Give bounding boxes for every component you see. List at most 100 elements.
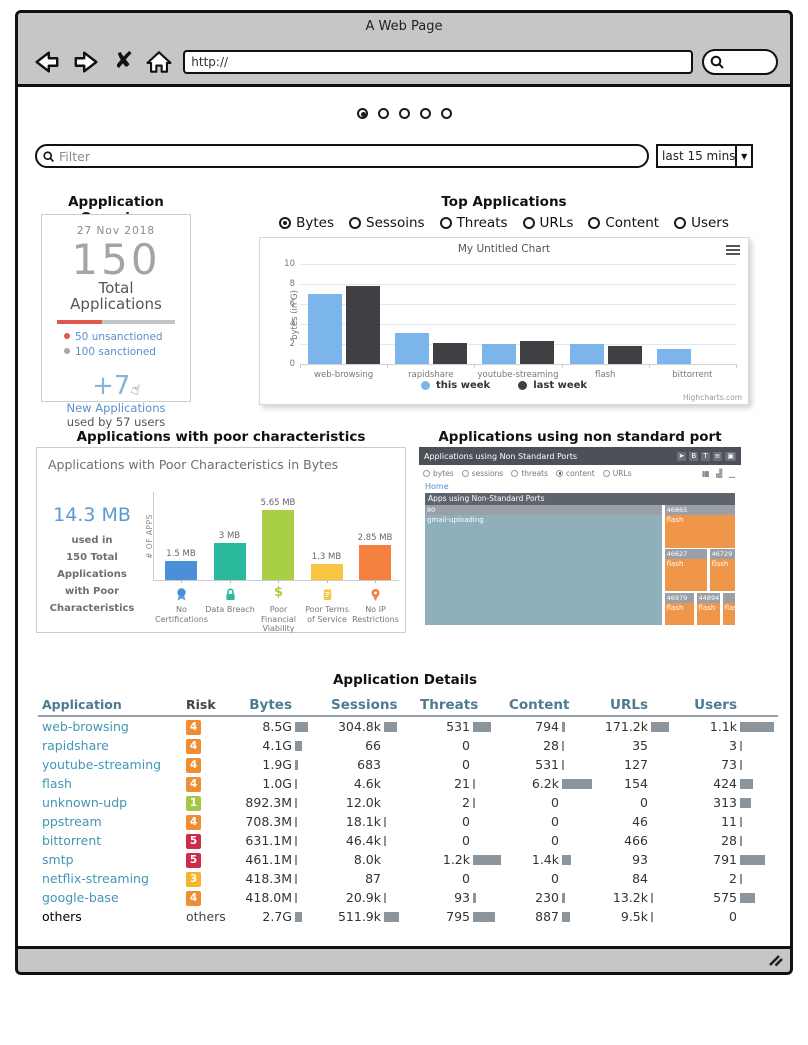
top-metric-option-urls[interactable]: URLs <box>522 215 573 231</box>
stop-button[interactable]: ✘ <box>114 48 134 74</box>
application-link[interactable]: youtube-streaming <box>42 757 162 772</box>
home-button[interactable] <box>144 48 174 76</box>
forward-button[interactable] <box>71 48 103 76</box>
application-link[interactable]: rapidshare <box>42 738 109 753</box>
poor-bar-no-ip-restrictions[interactable] <box>359 544 391 580</box>
column-header-risk: Risk <box>186 697 216 712</box>
tree-metric-option-bytes[interactable]: bytes <box>423 469 454 478</box>
poor-bar-no-certifications[interactable] <box>165 561 197 580</box>
application-link[interactable]: google-base <box>42 890 119 905</box>
carousel-dot-5[interactable] <box>440 108 452 119</box>
tree-metric-option-urls[interactable]: URLs <box>602 469 632 478</box>
treemap-cell-gmail-uploading-80[interactable]: 80 gmail-uploading <box>425 505 663 625</box>
poor-bar-poor-terms-of-service[interactable] <box>310 563 343 580</box>
threats-magnitude-bar <box>473 911 495 922</box>
treemap-titlebar: Applications using Non Standard Ports ➤ B… <box>419 447 741 465</box>
treemap-port-label: 46627 <box>664 549 708 560</box>
application-link[interactable]: unknown-udp <box>42 795 128 810</box>
tree-metric-option-content[interactable]: content <box>556 469 595 478</box>
table-row-google-base: google-base 4 418.0M 20.9k 93 230 13.2k 575 <box>38 888 778 907</box>
carousel-dot-4[interactable] <box>419 108 431 119</box>
carousel-dot-2[interactable] <box>377 108 389 119</box>
application-link[interactable]: netflix-streaming <box>42 871 149 886</box>
bar-rapidshare-this-week[interactable] <box>395 333 430 364</box>
home-link[interactable]: Home <box>425 482 449 491</box>
bar-web-browsing-this-week[interactable] <box>308 294 342 364</box>
announce-icon[interactable]: ➤ <box>676 451 687 461</box>
treemap-cell-flash-46627[interactable]: 46627 flash <box>664 549 708 592</box>
carousel-dot-3[interactable] <box>398 108 410 119</box>
top-metric-option-sessoins[interactable]: Sessoins <box>349 215 425 231</box>
toolbar-menu-icon[interactable]: ≡ <box>712 451 723 461</box>
toolbar-export-icon[interactable]: ▣ <box>725 451 736 461</box>
application-link[interactable]: flash <box>42 776 72 791</box>
browser-search-box[interactable] <box>702 48 778 75</box>
urls-magnitude-bar <box>651 892 653 903</box>
bar-rapidshare-last-week[interactable] <box>433 343 468 364</box>
view-line-icon[interactable]: ▁ <box>728 468 737 478</box>
bar-flash-this-week[interactable] <box>569 344 604 364</box>
bar-bittorrent-this-week[interactable] <box>656 349 691 364</box>
application-link[interactable]: web-browsing <box>42 719 129 734</box>
radio-label: Bytes <box>296 215 335 231</box>
application-link[interactable]: ppstream <box>42 814 102 829</box>
toolbar-b-icon[interactable]: B <box>689 451 699 461</box>
top-metric-option-bytes[interactable]: Bytes <box>279 215 334 231</box>
total-label-line2: Applications <box>70 294 162 313</box>
bar-flash-last-week[interactable] <box>607 346 642 364</box>
poor-bar-data-breach[interactable] <box>213 542 246 580</box>
carousel-dot-1[interactable] <box>356 108 368 119</box>
bar-web-browsing-last-week[interactable] <box>346 286 380 364</box>
chart-plot-area: bytes (in G) 0 2 4 6 8 10 web-browsing rapidsha… <box>284 259 737 380</box>
bar-youtube-streaming-this-week[interactable] <box>482 344 517 364</box>
top-metric-option-threats[interactable]: Threats <box>439 215 508 231</box>
filter-input[interactable]: Filter <box>35 144 649 168</box>
x-category-label: rapidshare <box>408 370 454 380</box>
top-metric-option-content[interactable]: Content <box>588 215 659 231</box>
risk-badge: 4 <box>186 739 201 754</box>
view-bar-icon[interactable]: ▟ <box>716 468 725 478</box>
bytes-value: 631.1M <box>245 833 292 848</box>
column-header-label: URLs <box>610 696 648 713</box>
x-category-label: youtube-streaming <box>477 370 559 380</box>
radio-label: bytes <box>433 468 454 478</box>
legend-item-last-week[interactable]: last week <box>518 380 587 391</box>
radio-label: Users <box>691 215 729 231</box>
treemap-cell-flash-46865[interactable]: 46865 flash <box>664 505 735 549</box>
dropdown-arrow-icon[interactable]: ▼ <box>735 146 751 166</box>
poor-category-label: No IP Restrictions <box>352 605 399 624</box>
bytes-magnitude-bar <box>295 721 308 732</box>
cell-application: ppstream <box>38 814 186 829</box>
bytes-value: 8.5G <box>262 719 292 734</box>
bytes-magnitude-bar <box>295 835 297 846</box>
resize-handle-icon[interactable] <box>767 952 784 968</box>
new-applications-label[interactable]: New Applications <box>66 401 166 415</box>
tree-metric-option-sessions[interactable]: sessions <box>461 469 503 478</box>
treemap-controls: bytes sessions threats content URLs ▦ ▟ ▁ <box>419 465 741 480</box>
treemap-cell-flash-44894[interactable]: 44894 flash <box>696 592 721 625</box>
legend-item-this-week[interactable]: this week <box>420 380 490 391</box>
chart-menu-icon[interactable] <box>726 245 740 255</box>
cell-threats: 0 <box>420 738 509 753</box>
time-range-dropdown[interactable]: last 15 mins ▼ <box>656 144 753 168</box>
content-magnitude-bar <box>562 759 564 770</box>
cell-risk: 4 <box>186 756 242 773</box>
back-button[interactable] <box>30 48 62 76</box>
poor-bar-poor-financial-viability[interactable] <box>262 510 294 580</box>
treemap-cell-flash-46729[interactable]: 46729 flash <box>709 549 735 592</box>
application-link[interactable]: smtp <box>42 852 74 867</box>
url-bar[interactable]: http:// <box>183 49 693 74</box>
radio-icon <box>556 469 564 477</box>
top-metric-option-users[interactable]: Users <box>674 215 729 231</box>
new-applications-link[interactable]: +7☝ <box>42 373 190 399</box>
table-row-netflix-streaming: netflix-streaming 3 418.3M 87 0 0 84 2 <box>38 869 778 888</box>
cell-sessions: 683 <box>331 757 420 772</box>
application-link[interactable]: bittorrent <box>42 833 102 848</box>
toolbar-t-icon[interactable]: T <box>701 451 710 461</box>
treemap-cell-flash-46979[interactable]: 46979 flash <box>664 592 695 625</box>
treemap-cell-flash-x[interactable]: flash <box>722 592 735 625</box>
view-treemap-icon[interactable]: ▦ <box>702 468 712 478</box>
tree-metric-option-threats[interactable]: threats <box>511 469 548 478</box>
bar-youtube-streaming-last-week[interactable] <box>520 341 555 364</box>
radio-icon <box>279 217 292 229</box>
